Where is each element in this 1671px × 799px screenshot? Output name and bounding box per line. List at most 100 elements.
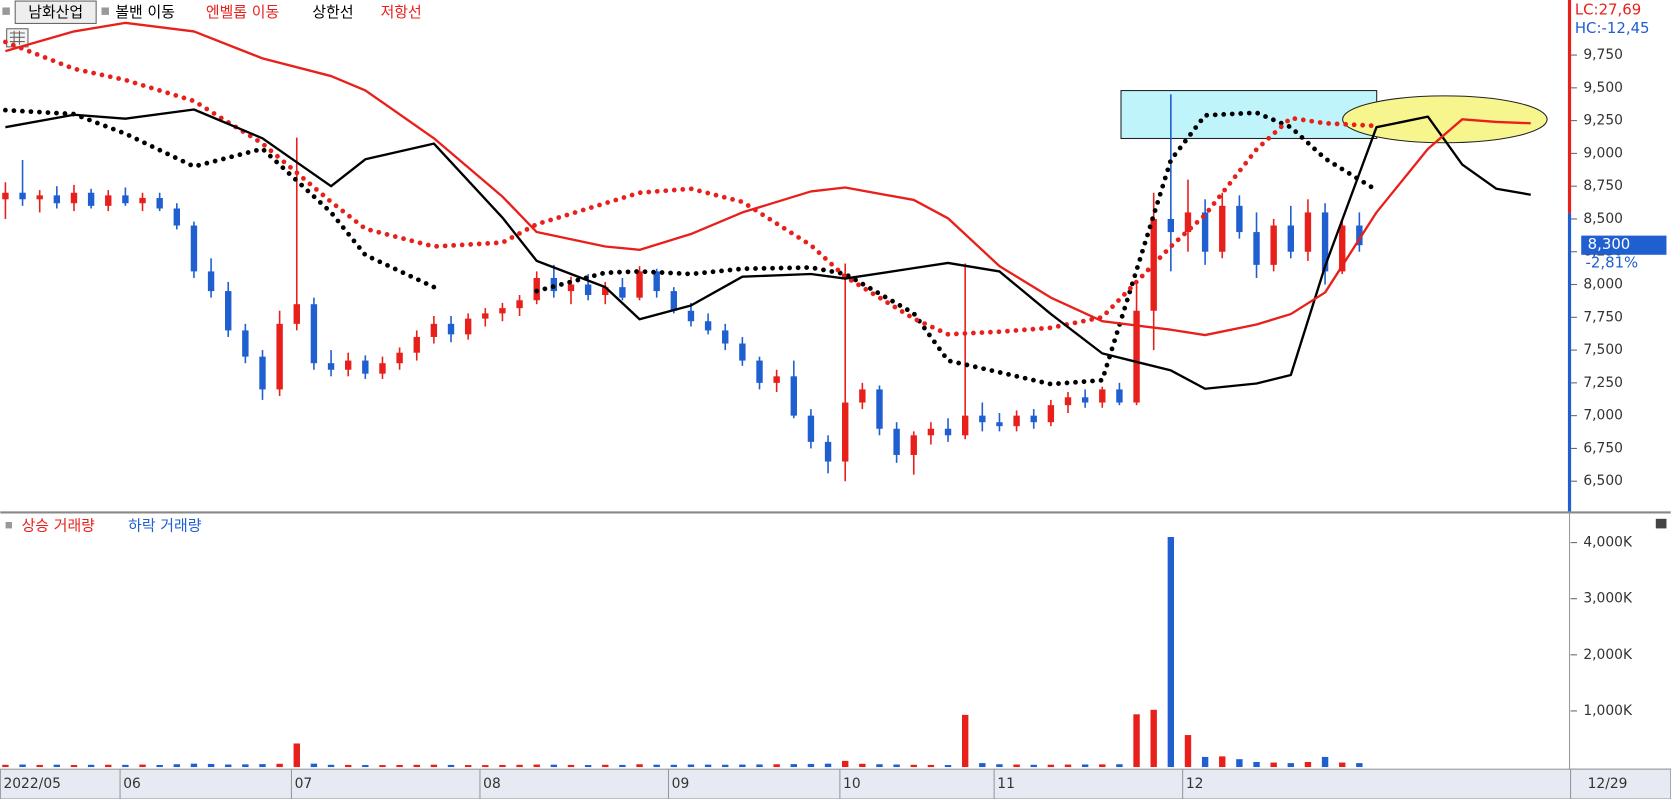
y-tick-label: 6,500: [1583, 473, 1623, 489]
annotation: HC:-12,45: [1575, 19, 1650, 37]
y-tick-label: 8,750: [1583, 178, 1623, 194]
x-axis-band: [0, 768, 1671, 799]
y-tick-label: 2,000K: [1583, 647, 1633, 663]
candle-body: [1167, 218, 1175, 233]
volume-bar: [87, 764, 95, 768]
candle-body: [344, 360, 352, 370]
legend-entry: 저항선: [381, 3, 422, 21]
candle-body: [1064, 397, 1072, 406]
volume-bar: [53, 764, 61, 768]
candle-body: [927, 428, 935, 436]
x-tick-label: 08: [483, 776, 501, 792]
y-tick-label: 6,750: [1583, 440, 1623, 456]
volume-bar: [139, 764, 146, 768]
volume-bar: [602, 764, 609, 768]
candle-body: [516, 300, 523, 309]
candle-body: [893, 428, 900, 455]
table-icon-grid: [9, 30, 25, 45]
legend-entry: 상승 거래량: [22, 516, 96, 534]
x-tick-label: 2022/05: [3, 776, 60, 792]
legend-entry: 엔벨롭 이동: [206, 3, 279, 21]
title-box[interactable]: [14, 0, 97, 24]
volume-bar: [944, 765, 952, 768]
volume-bar: [619, 764, 626, 768]
volume-bar: [636, 764, 643, 768]
y-tick-label: 9,250: [1583, 113, 1623, 129]
y-tick-label: 8,500: [1583, 211, 1623, 227]
volume-bar: [70, 765, 78, 768]
candle-body: [722, 330, 729, 344]
candle-body: [70, 192, 78, 204]
volume-bar: [876, 764, 883, 768]
candle-body: [1339, 225, 1346, 272]
volume-bar: [105, 764, 112, 768]
volume-bar: [1167, 536, 1175, 768]
x-tick-label: 10: [843, 776, 861, 792]
volume-bar: [807, 763, 815, 768]
candle-body: [310, 304, 318, 364]
volume-bar: [1184, 735, 1192, 768]
volume-bar: [567, 764, 575, 768]
x-tick-label: 12: [1186, 776, 1204, 792]
last-price-box: [1581, 235, 1667, 255]
volume-bar: [327, 764, 335, 768]
volume-bar: [790, 764, 797, 768]
volume-bar: [276, 763, 283, 768]
volume-bar: [722, 764, 729, 768]
candle-body: [413, 336, 420, 353]
candle-body: [105, 195, 112, 206]
volume-bar: [379, 765, 386, 768]
volume-bar: [1047, 764, 1055, 768]
y-tick-label: 9,000: [1583, 145, 1623, 161]
y-tick-label: 8,000: [1583, 277, 1623, 293]
y-tick-label: 9,750: [1583, 47, 1623, 63]
volume-bar: [739, 764, 746, 768]
table-icon[interactable]: [6, 28, 29, 48]
candle-body: [910, 435, 917, 455]
y-tick-label: 7,000: [1583, 408, 1623, 424]
volume-bar: [859, 763, 866, 768]
x-tick-label: 07: [295, 776, 313, 792]
volume-bar: [293, 743, 300, 768]
candle-body: [379, 363, 386, 374]
candle-body: [636, 271, 643, 298]
candle-body: [1253, 232, 1260, 265]
candle-body: [842, 402, 849, 462]
candle-body: [859, 389, 866, 403]
volume-bar: [1339, 762, 1346, 768]
y-tick-label: 3,000K: [1583, 591, 1633, 607]
close-button[interactable]: [1655, 518, 1667, 529]
candle-body: [944, 428, 952, 436]
volume-bar: [1253, 761, 1260, 768]
volume-bar: [773, 764, 780, 768]
candle-body: [139, 197, 146, 204]
legend-entry: 상한선: [312, 3, 353, 21]
volume-bar: [1321, 756, 1329, 768]
volume-bar: [824, 763, 832, 768]
volume-bar: [1133, 714, 1140, 768]
y-tick-label: 7,750: [1583, 309, 1623, 325]
y-tick-label: 1,000K: [1583, 703, 1633, 719]
candle-body: [19, 192, 26, 200]
chart-title: 남화산업: [28, 3, 83, 21]
candle-body: [430, 323, 438, 337]
volume-bar: [242, 764, 249, 768]
candle-body: [756, 360, 763, 383]
candle-body: [602, 287, 609, 296]
candle-body: [824, 441, 832, 462]
candle-body: [1270, 225, 1277, 265]
volume-bar: [1219, 756, 1226, 768]
candle-body: [396, 352, 403, 364]
candle-body: [259, 356, 266, 390]
legend-icon: [2, 7, 10, 15]
volume-bar: [670, 764, 678, 768]
highlight-ellipse: [1342, 95, 1548, 144]
volume-bar: [1304, 761, 1312, 768]
volume-bar: [396, 764, 403, 768]
candle-body: [464, 318, 472, 335]
candle-body: [173, 208, 181, 226]
line: [5, 108, 1531, 390]
legend-icon: [5, 522, 12, 529]
volume-bar: [1236, 759, 1243, 768]
